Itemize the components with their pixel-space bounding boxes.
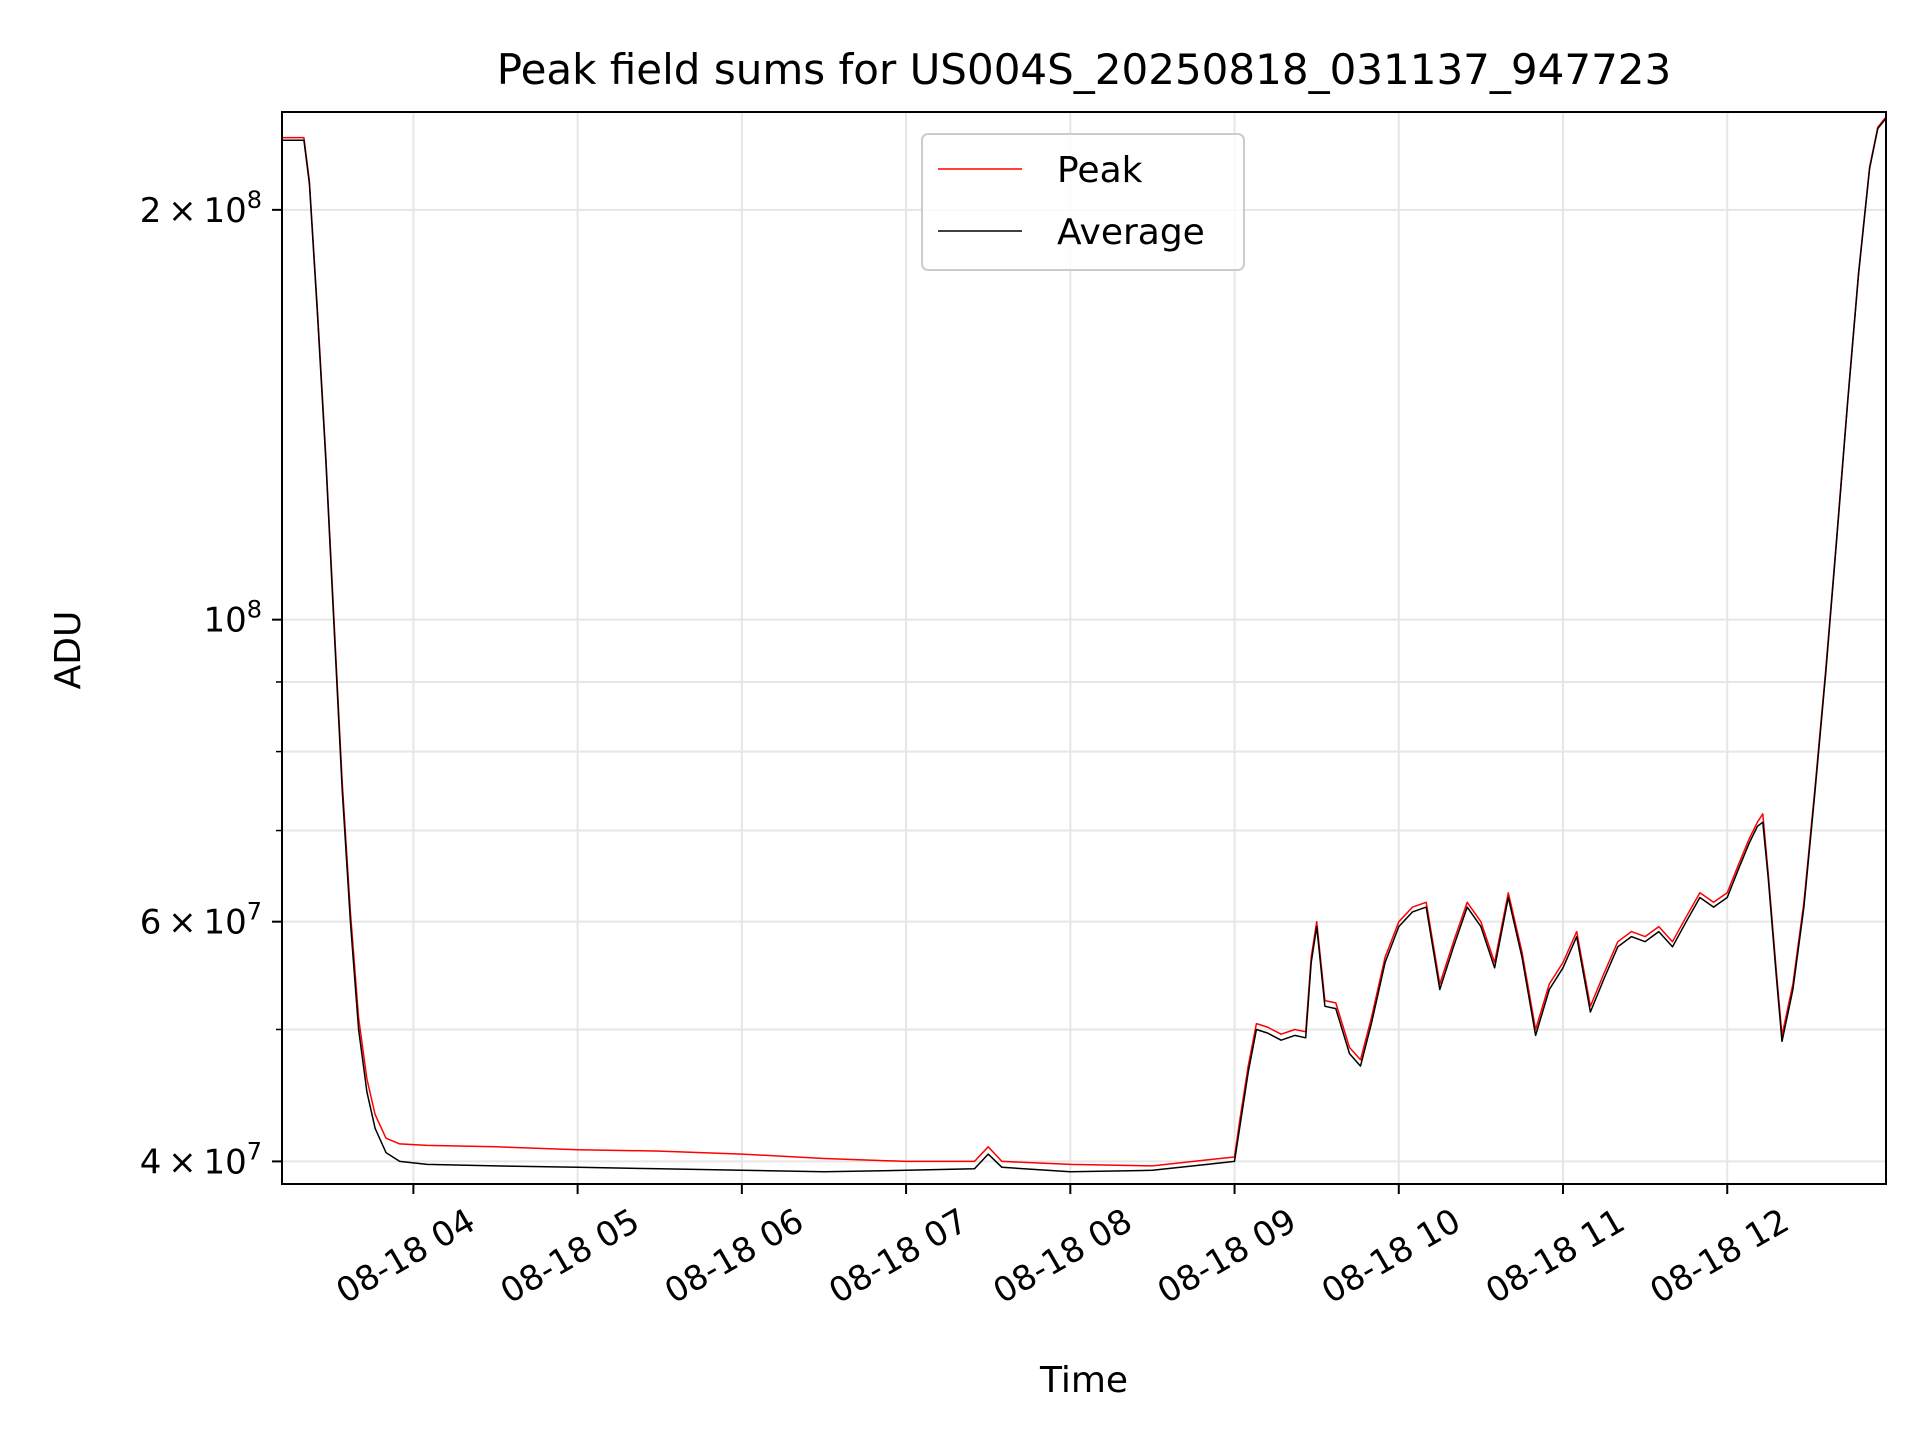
legend-label-peak: Peak — [1057, 150, 1143, 191]
y-axis-ticks: 4 × 107 6 × 107 108 2 × 108 — [140, 186, 282, 1182]
gridlines — [282, 112, 1886, 1184]
legend: Peak Average — [921, 133, 1245, 271]
plot-lines — [282, 116, 1887, 1173]
x-axis-title: Time — [1039, 1360, 1128, 1401]
y-tick-label: 2 × 108 — [140, 186, 262, 231]
y-axis-title: ADU — [48, 611, 89, 690]
series-line-average — [282, 117, 1887, 1173]
plot-frame — [281, 111, 1887, 1185]
legend-label-average: Average — [1057, 212, 1205, 253]
series-line-peak — [282, 116, 1887, 1167]
y-tick-label: 4 × 107 — [140, 1137, 262, 1182]
y-tick-label: 6 × 107 — [140, 898, 262, 943]
chart-title: Peak field sums for US004S_20250818_0311… — [497, 45, 1671, 94]
y-tick-label: 108 — [203, 596, 262, 641]
legend-box — [921, 133, 1245, 271]
